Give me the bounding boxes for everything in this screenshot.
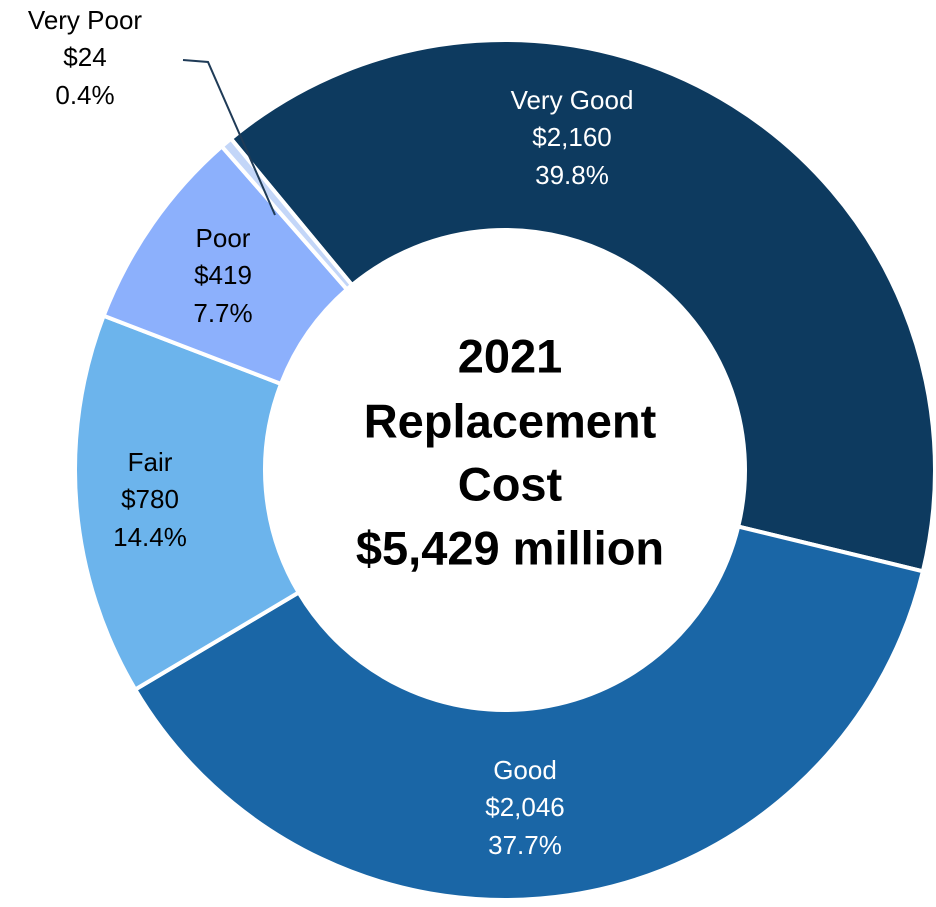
percent-label: 37.7% [488,830,562,860]
center-text: Cost [458,457,563,510]
slice-label: Poor [196,223,251,253]
percent-label: 7.7% [193,298,252,328]
percent-label: 14.4% [113,522,187,552]
slice-label: Good [493,755,557,785]
slice-label: Very Poor [28,5,143,35]
slices [73,38,936,902]
percent-label: 0.4% [55,80,114,110]
value-label: $419 [194,260,252,290]
slice [132,524,926,902]
center-text: Replacement [364,394,657,447]
center-text: 2021 [458,329,563,382]
center-text: $5,429 million [356,521,664,574]
leader-line [182,59,276,216]
slice [73,313,302,693]
slice [218,135,355,293]
value-label: $780 [121,484,179,514]
value-label: $2,046 [485,792,565,822]
percent-label: 39.8% [535,160,609,190]
value-label: $24 [63,42,106,72]
slice [228,38,936,574]
slice-label: Fair [128,447,173,477]
slice-label: Very Good [511,85,634,115]
value-label: $2,160 [532,122,612,152]
